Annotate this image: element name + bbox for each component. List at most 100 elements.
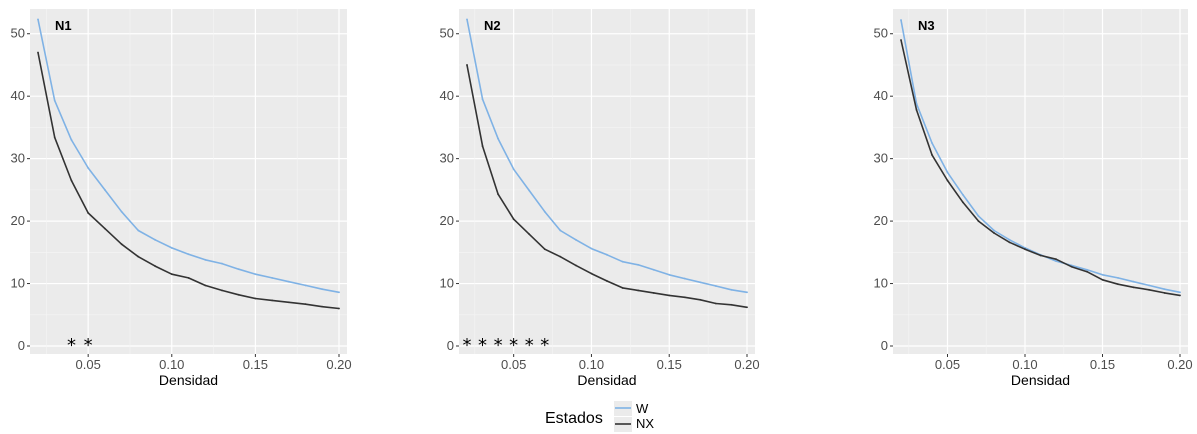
- tick-labels: 0 10 20 30 40 50 0.05 0.10 0.15 0.20: [874, 26, 1193, 372]
- data-point-w: [699, 281, 702, 284]
- significance-star: *: [67, 335, 76, 356]
- panel-title: N3: [918, 18, 935, 33]
- x-axis-title: Densidad: [159, 372, 218, 388]
- data-point-nx: [528, 233, 531, 236]
- tick-labels: 0 10 20 30 40 50 0.05 0.10 0.15 0.20: [11, 26, 352, 372]
- data-point-w: [37, 18, 39, 21]
- data-point-w: [321, 288, 324, 291]
- data-point-w: [53, 99, 56, 102]
- data-point-w: [1086, 268, 1088, 271]
- data-point-w: [559, 229, 562, 232]
- data-point-nx: [683, 296, 686, 299]
- data-point-w: [70, 139, 73, 141]
- y-tick-label: 10: [874, 276, 888, 291]
- y-tick-label: 10: [440, 276, 454, 291]
- data-point-nx: [1117, 283, 1119, 286]
- data-point-nx: [746, 306, 748, 309]
- y-tick-label: 20: [11, 213, 25, 228]
- x-tick-label: 0.20: [1167, 357, 1192, 372]
- y-tick-label: 0: [881, 338, 888, 353]
- data-point-nx: [1132, 286, 1135, 289]
- data-point-w: [237, 268, 240, 271]
- y-tick-label: 40: [440, 88, 454, 103]
- x-tick-label: 0.05: [501, 357, 526, 372]
- data-point-nx: [287, 301, 290, 304]
- significance-star: *: [463, 335, 472, 356]
- data-point-nx: [481, 145, 484, 148]
- panel-title: N1: [55, 18, 72, 33]
- significance-star: *: [478, 335, 487, 356]
- y-tick-label: 40: [874, 88, 888, 103]
- data-point-nx: [70, 179, 73, 182]
- significance-star: *: [84, 335, 93, 356]
- significance-star: *: [494, 335, 503, 356]
- x-tick-label: 0.10: [159, 357, 184, 372]
- data-point-w: [304, 284, 307, 287]
- data-point-nx: [652, 292, 655, 294]
- data-point-nx: [714, 302, 717, 305]
- y-tick-label: 0: [18, 338, 25, 353]
- data-point-w: [637, 263, 640, 266]
- data-point-w: [962, 193, 964, 196]
- data-point-w: [1132, 280, 1135, 283]
- data-point-nx: [497, 193, 500, 196]
- legend-title: Estados: [545, 410, 603, 427]
- x-tick-label: 0.10: [579, 357, 604, 372]
- chart-panel-n2: 0 10 20 30 40 50 0.05 0.10 0.15 0.20 * * * * * * N2 De…: [440, 9, 760, 388]
- data-point-nx: [154, 265, 156, 267]
- data-point-nx: [559, 255, 562, 258]
- legend: Estados W NX: [545, 401, 654, 432]
- x-tick-label: 0.20: [326, 357, 351, 372]
- data-point-w: [574, 238, 577, 241]
- data-point-nx: [962, 201, 964, 204]
- data-point-w: [497, 137, 500, 140]
- data-point-w: [1163, 288, 1166, 291]
- data-point-w: [1101, 273, 1104, 276]
- data-point-nx: [271, 299, 274, 302]
- data-point-nx: [187, 277, 190, 279]
- grid: [30, 9, 347, 354]
- data-point-nx: [53, 136, 56, 139]
- data-point-nx: [730, 303, 733, 306]
- data-point-nx: [946, 179, 949, 182]
- data-point-nx: [1148, 288, 1150, 291]
- data-point-w: [1117, 277, 1119, 279]
- data-point-nx: [699, 298, 702, 301]
- data-point-nx: [543, 248, 546, 251]
- data-point-nx: [37, 51, 39, 54]
- data-point-nx: [321, 305, 324, 308]
- y-tick-label: 50: [874, 26, 888, 41]
- data-point-w: [977, 215, 980, 217]
- data-point-nx: [1024, 248, 1026, 251]
- y-tick-label: 20: [440, 213, 454, 228]
- data-point-nx: [621, 287, 624, 289]
- data-point-w: [187, 253, 190, 256]
- data-point-w: [1055, 260, 1057, 262]
- y-tick-label: 10: [11, 276, 25, 291]
- y-tick-label: 30: [11, 151, 25, 166]
- data-point-w: [590, 247, 593, 250]
- data-point-w: [254, 273, 257, 276]
- y-tick-label: 0: [447, 338, 454, 353]
- y-tick-label: 50: [440, 26, 454, 41]
- x-tick-label: 0.20: [734, 357, 759, 372]
- plot-background: [893, 9, 1188, 354]
- data-point-nx: [103, 227, 106, 230]
- data-point-nx: [574, 264, 577, 267]
- data-point-w: [204, 258, 207, 261]
- data-point-nx: [1101, 278, 1104, 281]
- data-point-nx: [590, 272, 593, 275]
- data-point-nx: [221, 289, 223, 292]
- data-point-w: [946, 171, 949, 174]
- data-point-w: [1148, 284, 1150, 287]
- data-point-nx: [512, 218, 515, 221]
- significance-star: *: [509, 335, 518, 356]
- data-point-w: [730, 288, 733, 291]
- chart-panel-n3: 0 10 20 30 40 50 0.05 0.10 0.15 0.20 N3 Densidad: [874, 9, 1193, 388]
- x-tick-label: 0.05: [935, 357, 960, 372]
- data-point-w: [1008, 238, 1011, 241]
- significance-star: *: [525, 335, 534, 356]
- data-point-w: [271, 277, 274, 279]
- y-tick-label: 20: [874, 213, 888, 228]
- tick-labels: 0 10 20 30 40 50 0.05 0.10 0.15 0.20: [440, 26, 760, 372]
